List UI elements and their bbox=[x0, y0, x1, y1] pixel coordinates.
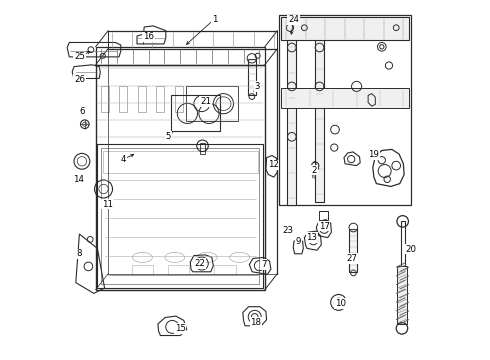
Text: 15: 15 bbox=[175, 324, 186, 333]
Text: 24: 24 bbox=[288, 15, 299, 24]
Text: 2: 2 bbox=[311, 166, 317, 175]
Bar bbox=[319, 211, 328, 220]
Text: 23: 23 bbox=[282, 226, 293, 235]
Text: 12: 12 bbox=[268, 161, 279, 169]
Bar bbox=[199, 143, 205, 154]
Text: 17: 17 bbox=[318, 222, 330, 231]
Text: 25: 25 bbox=[74, 52, 85, 61]
Text: 19: 19 bbox=[368, 150, 379, 159]
Text: 9: 9 bbox=[295, 238, 301, 246]
Text: 5: 5 bbox=[166, 132, 171, 140]
Bar bbox=[168, 265, 189, 275]
Text: 26: 26 bbox=[74, 75, 85, 84]
Bar bbox=[120, 86, 127, 112]
Text: 11: 11 bbox=[102, 199, 113, 209]
Bar bbox=[315, 37, 324, 202]
Bar bbox=[186, 86, 238, 121]
Bar bbox=[288, 15, 296, 205]
Bar bbox=[248, 59, 256, 95]
Text: 27: 27 bbox=[346, 254, 357, 263]
Bar bbox=[138, 86, 146, 112]
Text: 6: 6 bbox=[79, 107, 85, 116]
Text: 3: 3 bbox=[255, 82, 260, 91]
Text: 10: 10 bbox=[335, 299, 346, 308]
Text: 4: 4 bbox=[121, 154, 126, 163]
Bar bbox=[132, 265, 153, 275]
Bar bbox=[281, 17, 409, 40]
Text: 8: 8 bbox=[76, 249, 81, 258]
Text: 7: 7 bbox=[261, 260, 267, 269]
Bar bbox=[156, 86, 164, 112]
Text: 20: 20 bbox=[405, 245, 416, 253]
Bar bbox=[281, 88, 409, 108]
Bar bbox=[101, 86, 109, 112]
Bar bbox=[279, 15, 411, 205]
Bar bbox=[215, 265, 236, 275]
Text: 1: 1 bbox=[212, 15, 217, 24]
Bar bbox=[171, 95, 220, 131]
Text: 14: 14 bbox=[73, 175, 84, 184]
Bar bbox=[349, 229, 357, 272]
Text: 21: 21 bbox=[200, 97, 211, 106]
Text: 16: 16 bbox=[143, 32, 154, 41]
Bar bbox=[400, 221, 405, 266]
Bar bbox=[397, 266, 407, 324]
Text: 22: 22 bbox=[195, 259, 205, 268]
Bar bbox=[175, 86, 183, 112]
Text: 13: 13 bbox=[306, 233, 318, 242]
Text: 18: 18 bbox=[250, 318, 261, 327]
